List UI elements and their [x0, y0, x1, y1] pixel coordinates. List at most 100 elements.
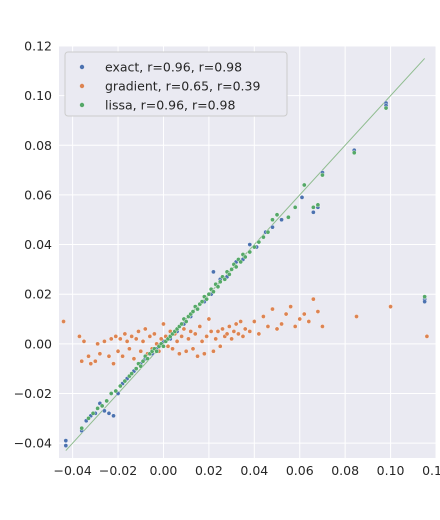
data-point	[311, 209, 316, 215]
data-point	[217, 279, 223, 285]
x-tick-label: 0.12	[422, 463, 440, 478]
data-point	[111, 361, 116, 366]
data-point	[240, 334, 246, 339]
data-point	[238, 259, 243, 265]
data-point	[213, 336, 219, 342]
data-point	[204, 296, 209, 302]
data-point	[424, 334, 430, 339]
data-point	[183, 319, 189, 324]
data-point	[388, 304, 393, 309]
data-point	[292, 205, 298, 210]
data-point	[220, 326, 225, 332]
data-point	[147, 334, 153, 339]
data-point	[301, 182, 307, 188]
legend-box	[64, 51, 288, 117]
data-point	[261, 234, 266, 240]
data-point	[202, 351, 207, 357]
data-point	[129, 334, 134, 339]
data-point	[118, 336, 123, 342]
y-axis-ticks: −0.04 −0.02 0.00 0.02 0.04 0.06 0.08 0.10 0.12	[14, 39, 52, 451]
data-point	[274, 326, 280, 332]
data-point	[270, 217, 275, 223]
data-point	[279, 217, 284, 223]
data-point	[315, 202, 321, 208]
data-point	[383, 105, 389, 111]
data-point	[256, 331, 262, 337]
data-point	[270, 224, 275, 230]
data-point	[63, 443, 69, 448]
data-point	[108, 391, 114, 396]
data-point	[86, 415, 91, 421]
data-point	[215, 284, 221, 290]
y-tick-label: 0.08	[24, 138, 52, 153]
data-point	[227, 272, 232, 277]
data-point	[192, 331, 198, 337]
data-point	[102, 339, 107, 344]
data-point	[79, 425, 85, 431]
data-point	[283, 311, 289, 317]
data-point	[199, 339, 205, 344]
data-point	[152, 331, 157, 337]
data-point	[247, 242, 253, 247]
data-point	[211, 289, 216, 295]
data-point	[292, 324, 298, 329]
data-point	[208, 329, 214, 334]
legend: exact, r=0.96, r=0.98 gradient, r=0.65, r…	[64, 51, 288, 117]
data-point	[113, 334, 119, 339]
x-tick-label: 0.00	[150, 463, 178, 478]
legend-label: exact, r=0.96, r=0.98	[105, 60, 242, 75]
data-point	[211, 269, 216, 275]
data-point	[242, 326, 248, 332]
data-point	[88, 361, 94, 366]
data-point	[179, 321, 184, 327]
data-point	[351, 150, 357, 156]
legend-label: lissa, r=0.96, r=0.98	[105, 98, 235, 113]
y-tick-label: 0.00	[24, 336, 52, 351]
data-point	[195, 353, 200, 359]
data-point	[320, 172, 325, 178]
data-point	[306, 319, 312, 324]
data-point	[299, 195, 305, 200]
data-point	[81, 339, 87, 344]
data-point	[215, 329, 221, 334]
data-point	[231, 329, 237, 334]
data-point	[217, 344, 223, 349]
x-tick-label: −0.02	[99, 463, 137, 478]
data-point	[97, 351, 103, 357]
legend-marker	[79, 102, 85, 108]
data-point	[106, 411, 112, 416]
data-point	[206, 291, 212, 297]
data-point	[118, 383, 123, 389]
data-point	[111, 413, 116, 419]
data-point	[179, 334, 184, 339]
data-point	[145, 356, 150, 362]
data-point	[95, 406, 100, 411]
x-axis-ticks: −0.04 −0.02 0.00 0.02 0.04 0.06 0.08 0.10 0.12	[53, 463, 440, 478]
data-point	[63, 438, 69, 443]
y-tick-label: 0.04	[24, 237, 52, 252]
x-tick-label: −0.04	[53, 463, 91, 478]
data-point	[127, 346, 132, 352]
data-point	[422, 299, 427, 304]
data-point	[204, 334, 209, 339]
x-tick-label: 0.06	[286, 463, 314, 478]
legend-marker	[79, 64, 85, 70]
data-point	[161, 344, 166, 349]
x-tick-label: 0.04	[240, 463, 268, 478]
data-point	[133, 336, 139, 342]
data-point	[79, 358, 85, 364]
data-point	[211, 348, 216, 354]
data-point	[181, 326, 187, 332]
data-point	[279, 321, 284, 327]
y-tick-label: −0.02	[14, 386, 52, 401]
data-point	[195, 306, 200, 312]
data-point	[186, 336, 191, 342]
data-point	[233, 321, 239, 327]
data-point	[138, 363, 144, 369]
y-tick-label: 0.02	[24, 287, 52, 302]
data-point	[206, 316, 212, 322]
data-point	[247, 329, 253, 334]
data-point	[233, 264, 239, 270]
data-point	[143, 326, 148, 332]
